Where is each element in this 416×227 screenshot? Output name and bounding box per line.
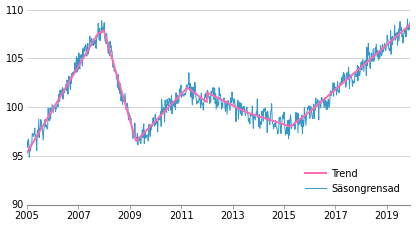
Säsongrensad bbox=[108, 46, 113, 48]
Trend bbox=[245, 111, 250, 114]
Säsongrensad bbox=[272, 124, 277, 126]
Säsongrensad bbox=[27, 156, 32, 158]
Trend bbox=[238, 108, 243, 111]
Trend bbox=[108, 51, 113, 53]
Line: Trend: Trend bbox=[27, 24, 411, 153]
Trend bbox=[36, 132, 41, 135]
Trend bbox=[271, 120, 276, 122]
Säsongrensad bbox=[36, 118, 41, 121]
Säsongrensad bbox=[25, 139, 30, 141]
Säsongrensad bbox=[405, 18, 410, 20]
Legend: Trend, Säsongrensad: Trend, Säsongrensad bbox=[303, 167, 402, 196]
Säsongrensad bbox=[246, 120, 251, 123]
Trend bbox=[349, 74, 354, 77]
Line: Säsongrensad: Säsongrensad bbox=[27, 19, 411, 157]
Säsongrensad bbox=[349, 79, 354, 81]
Säsongrensad bbox=[408, 22, 413, 25]
Trend bbox=[25, 151, 30, 154]
Trend bbox=[408, 23, 413, 26]
Säsongrensad bbox=[238, 112, 243, 115]
